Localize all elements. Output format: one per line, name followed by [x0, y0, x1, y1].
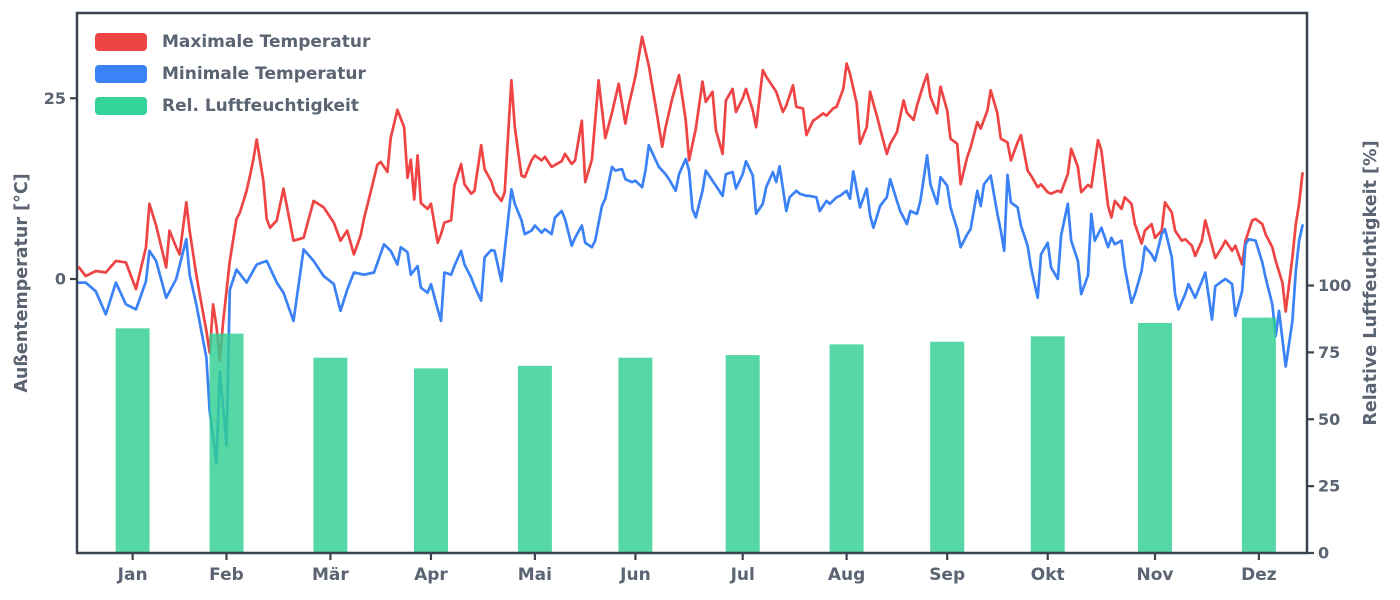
min-temperature-line	[77, 143, 1304, 465]
legend-label-humidity: Rel. Luftfeuchtigkeit	[162, 96, 359, 116]
humidity-bar-sep	[930, 341, 965, 553]
humidity-tick-label: 100	[1318, 276, 1351, 295]
left-axis-title: Außentemperatur [°C]	[12, 173, 32, 392]
temp-tick-label: 25	[44, 89, 66, 108]
temp-tick-label: 0	[55, 270, 66, 289]
plot-frame	[75, 11, 1309, 555]
month-tick-label-feb: Feb	[209, 565, 244, 585]
humidity-tick-label: 75	[1318, 343, 1340, 362]
humidity-bar-apr	[414, 368, 448, 553]
humidity-tick-label: 0	[1318, 544, 1329, 563]
humidity-tick-label: 25	[1318, 477, 1340, 496]
humidity-bar-jan	[115, 328, 150, 553]
month-tick-label-jan: Jan	[117, 565, 148, 585]
axis-ticks-group	[70, 97, 1314, 560]
humidity-bar-feb	[209, 333, 244, 553]
legend-swatch-min-temp	[95, 65, 147, 83]
humidity-bars-group	[115, 317, 1276, 554]
month-tick-label-okt: Okt	[1031, 565, 1065, 585]
humidity-bar-jul	[725, 355, 760, 553]
humidity-bar-nov	[1138, 323, 1172, 553]
month-tick-label-sep: Sep	[929, 565, 965, 585]
legend: Maximale Temperatur Minimale Temperatur …	[95, 32, 371, 116]
humidity-tick-label: 50	[1318, 410, 1340, 429]
month-tick-label-apr: Apr	[414, 565, 448, 585]
humidity-bar-aug	[829, 344, 864, 553]
legend-swatch-max-temp	[95, 33, 147, 51]
month-tick-label-mai: Mai	[518, 565, 552, 585]
humidity-bar-mai	[517, 365, 552, 554]
humidity-bar-okt	[1030, 336, 1065, 553]
legend-swatch-humidity	[95, 97, 147, 115]
month-tick-label-mär: Mär	[312, 565, 349, 585]
humidity-bar-jun	[618, 357, 653, 553]
right-axis-title: Relative Luftfeuchtigkeit [%]	[1361, 140, 1381, 425]
humidity-bar-dez	[1241, 317, 1276, 553]
humidity-bar-mär	[313, 357, 348, 553]
legend-label-min-temp: Minimale Temperatur	[162, 64, 367, 84]
month-tick-label-nov: Nov	[1136, 565, 1173, 585]
legend-label-max-temp: Maximale Temperatur	[162, 32, 371, 52]
axis-tick-labels-group: 0 25 0 25 50 75 100 Jan Feb Mär Apr Mai Jun Jul Aug Sep…	[44, 89, 1352, 585]
month-tick-label-dez: Dez	[1241, 565, 1277, 585]
month-tick-label-aug: Aug	[828, 565, 865, 585]
temperature-lines-group	[77, 35, 1304, 465]
month-tick-label-jul: Jul	[730, 565, 755, 585]
max-temperature-line	[77, 35, 1304, 363]
month-tick-label-jun: Jun	[619, 565, 651, 585]
